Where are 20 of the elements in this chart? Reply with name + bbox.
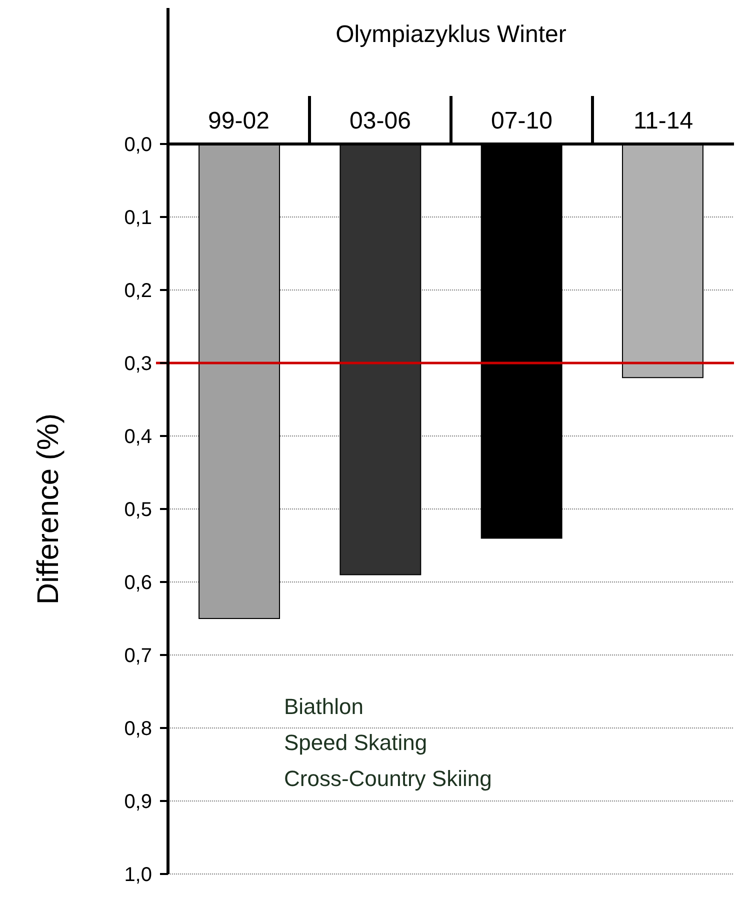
y-tick-label: 0,5: [124, 499, 152, 521]
x-axis-title: Olympiazyklus Winter: [336, 21, 566, 48]
annotation: Biathlon: [284, 694, 364, 719]
y-tick-label: 0,1: [124, 207, 152, 229]
y-tick-label: 0,2: [124, 280, 152, 302]
y-tick-label: 0,0: [124, 134, 152, 156]
y-tick-label: 0,8: [124, 718, 152, 740]
y-tick-label: 0,3: [124, 353, 152, 375]
x-tick-label: 99-02: [208, 107, 270, 134]
x-tick-label: 11-14: [633, 107, 694, 134]
annotation: Cross-Country Skiing: [284, 766, 492, 791]
x-tick-label: 03-06: [350, 107, 411, 134]
x-tick-label: 07-10: [491, 107, 552, 134]
y-tick-label: 0,6: [124, 572, 152, 594]
annotation: Speed Skating: [284, 730, 428, 755]
y-tick-label: 0,7: [124, 645, 152, 667]
y-tick-label: 1,0: [124, 864, 152, 886]
y-tick-label: 0,9: [124, 791, 152, 813]
y-axis-title: Difference (%): [32, 413, 65, 605]
y-tick-label: 0,4: [124, 426, 152, 448]
